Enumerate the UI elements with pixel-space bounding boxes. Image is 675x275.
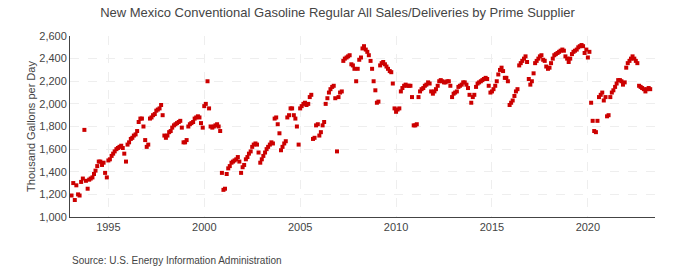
svg-text:2005: 2005: [288, 221, 312, 233]
svg-text:1,200: 1,200: [39, 188, 67, 200]
svg-text:2015: 2015: [480, 221, 504, 233]
svg-text:2,400: 2,400: [39, 52, 67, 64]
svg-text:1,800: 1,800: [39, 120, 67, 132]
svg-text:2000: 2000: [192, 221, 216, 233]
svg-text:1,400: 1,400: [39, 166, 67, 178]
svg-text:Source: U.S. Energy Informatio: Source: U.S. Energy Information Administ…: [72, 255, 282, 266]
svg-text:2,000: 2,000: [39, 98, 67, 110]
svg-text:2010: 2010: [384, 221, 408, 233]
svg-text:2020: 2020: [576, 221, 600, 233]
svg-text:Thousand Gallons per Day: Thousand Gallons per Day: [25, 61, 37, 192]
svg-text:2,200: 2,200: [39, 75, 67, 87]
svg-text:1,000: 1,000: [39, 211, 67, 223]
svg-text:1995: 1995: [96, 221, 120, 233]
svg-text:1,600: 1,600: [39, 143, 67, 155]
svg-text:2,600: 2,600: [39, 30, 67, 42]
svg-text:New Mexico Conventional Gasoli: New Mexico Conventional Gasoline Regular…: [100, 5, 575, 20]
